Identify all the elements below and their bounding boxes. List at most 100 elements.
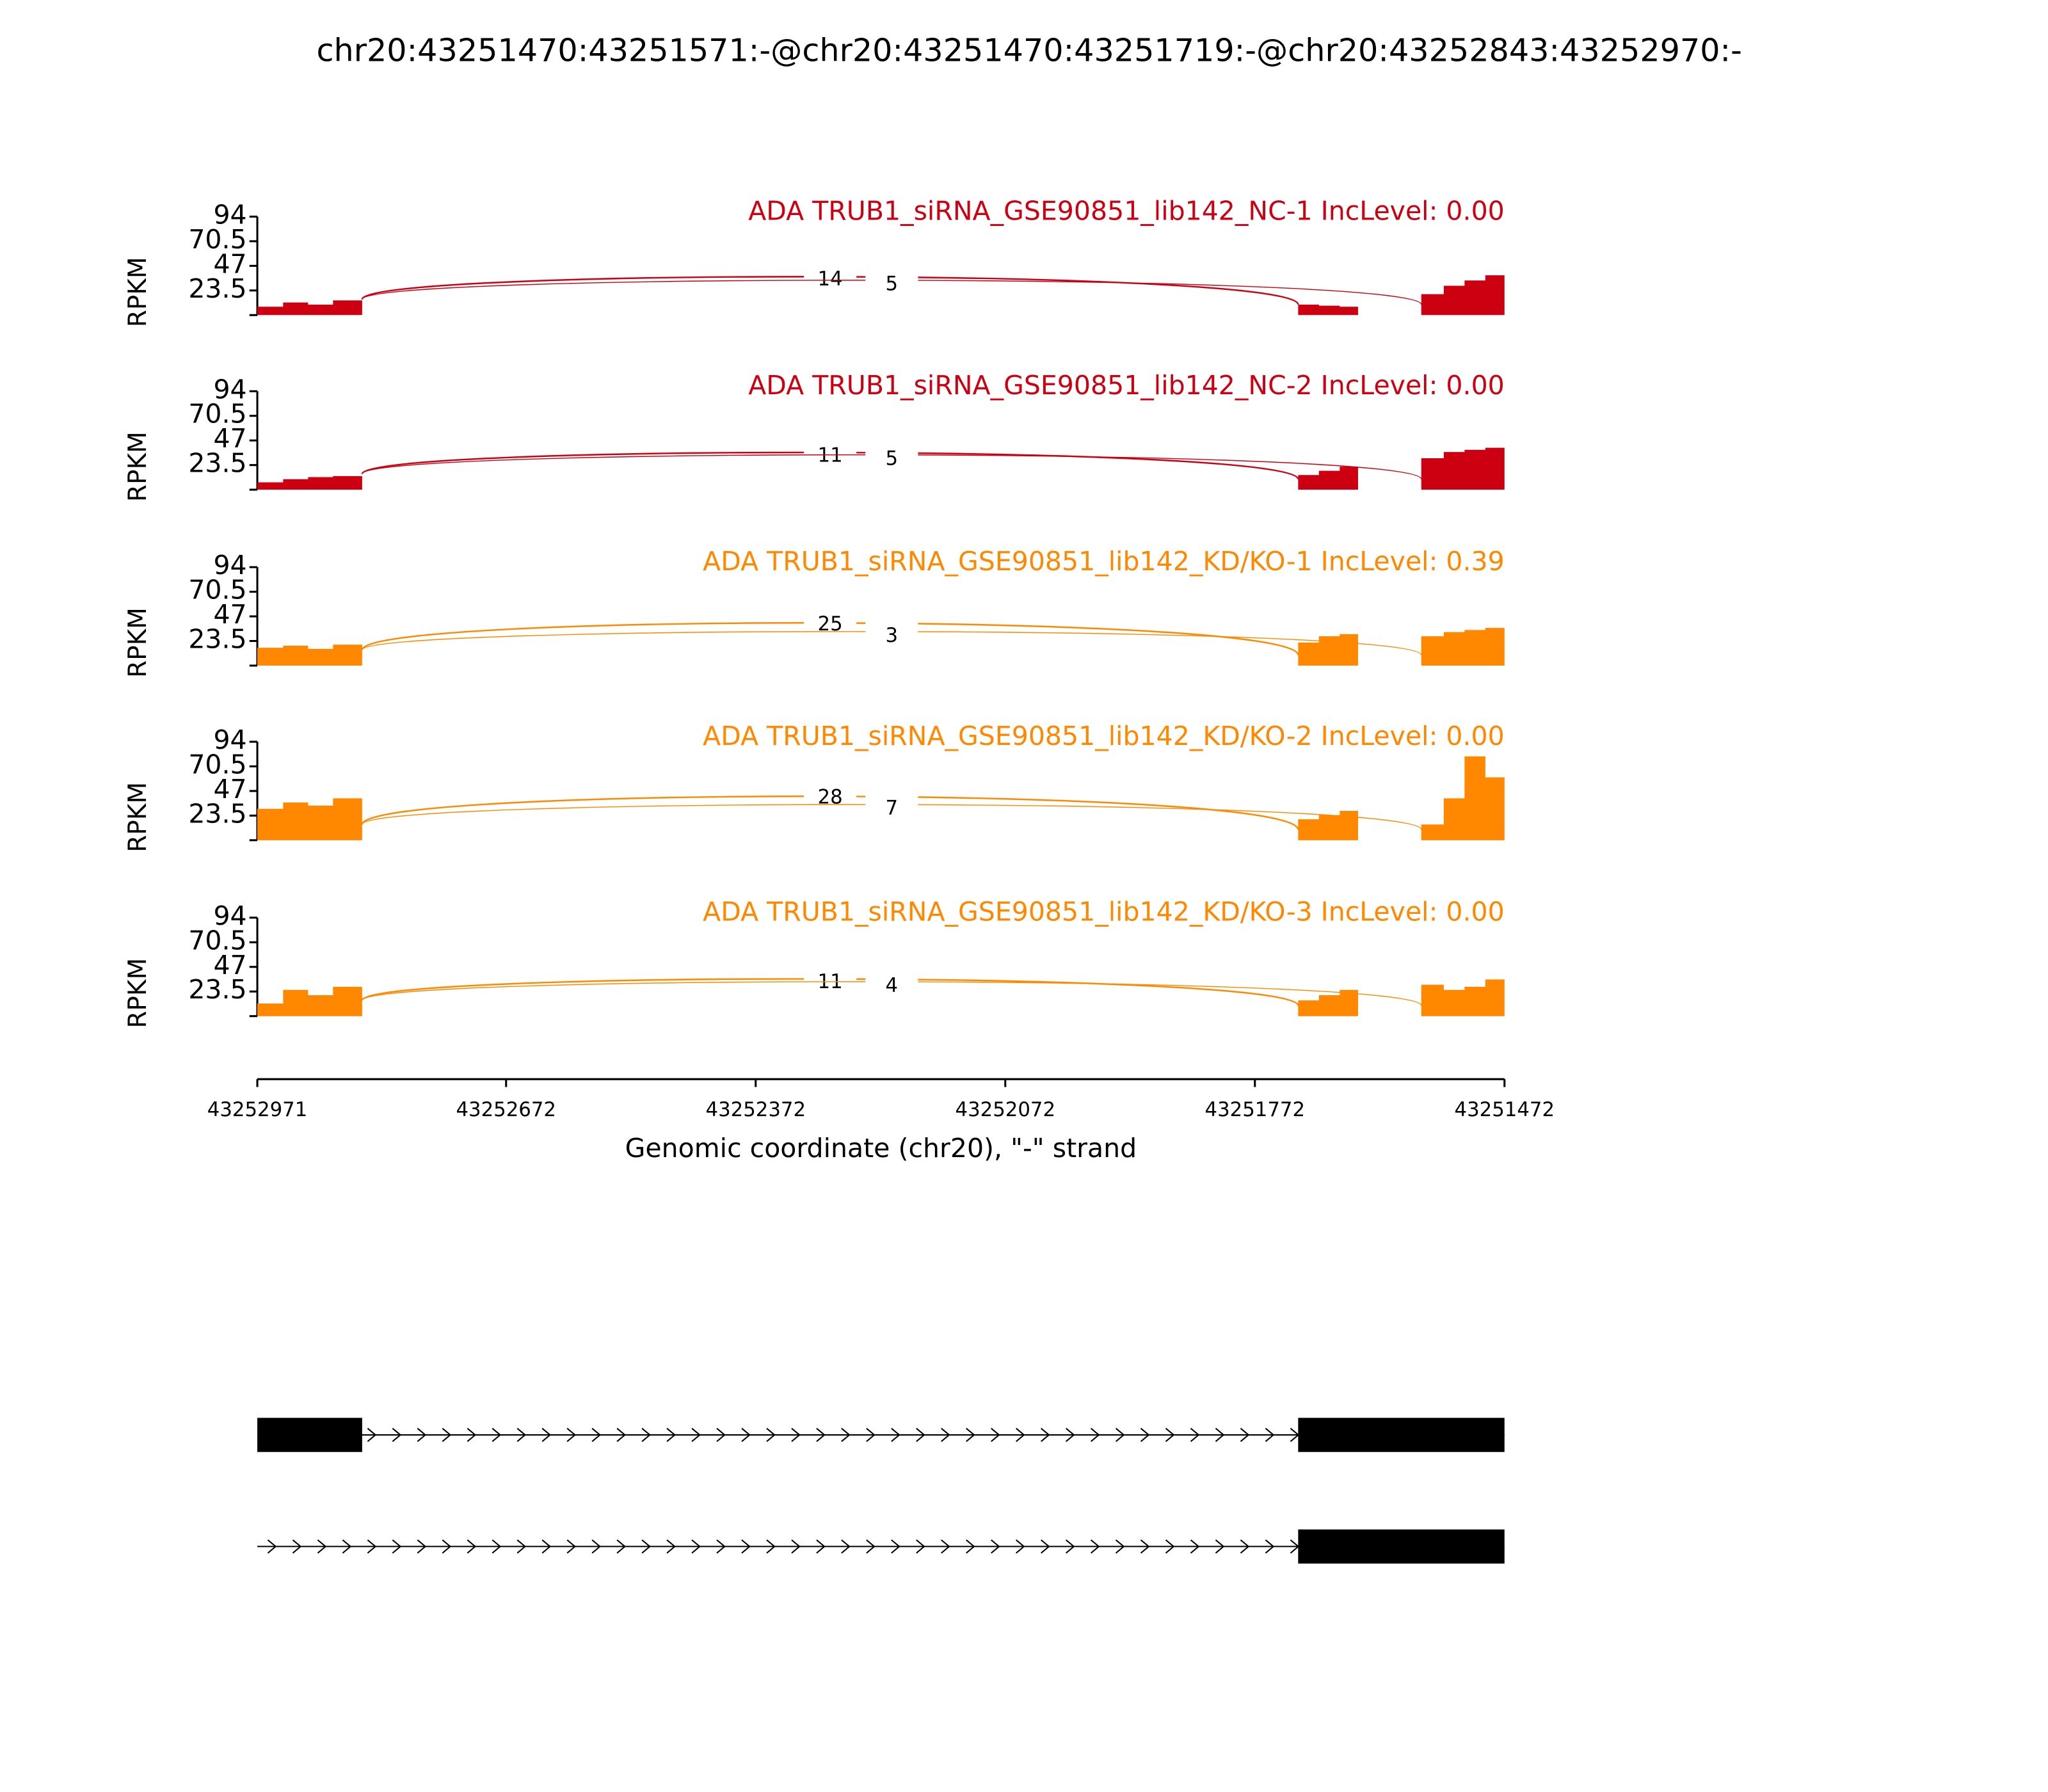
strand-arrow bbox=[916, 1539, 925, 1554]
y-tick-label: 94 bbox=[213, 199, 246, 230]
strand-arrow bbox=[716, 1539, 726, 1554]
strand-arrow bbox=[1090, 1428, 1100, 1443]
strand-arrow bbox=[1016, 1539, 1025, 1554]
strand-arrow bbox=[292, 1539, 302, 1554]
junction-label-bg bbox=[865, 972, 918, 1001]
coverage-area bbox=[1298, 634, 1358, 666]
strand-arrow bbox=[492, 1539, 502, 1554]
y-tick-label: 47 bbox=[213, 248, 246, 279]
coverage-area bbox=[1421, 623, 1505, 666]
strand-arrow bbox=[966, 1428, 975, 1443]
coverage-area bbox=[1298, 304, 1358, 316]
strand-arrow bbox=[541, 1428, 552, 1443]
strand-arrow bbox=[616, 1428, 627, 1443]
strand-arrow bbox=[1190, 1428, 1200, 1443]
junction-label-bg bbox=[865, 621, 918, 652]
strand-arrow bbox=[1265, 1428, 1275, 1443]
strand-arrow bbox=[392, 1428, 402, 1443]
coverage-area bbox=[1421, 447, 1505, 490]
track-label: ADA TRUB1_siRNA_GSE90851_lib142_KD/KO-1 … bbox=[703, 546, 1505, 577]
strand-arrow bbox=[1140, 1428, 1150, 1443]
coverage-area bbox=[257, 476, 362, 490]
strand-arrow bbox=[417, 1428, 427, 1443]
exon bbox=[1298, 1529, 1505, 1564]
strand-arrow bbox=[1165, 1428, 1175, 1443]
y-tick-label: 94 bbox=[213, 900, 246, 931]
y-axis-label: RPKM bbox=[124, 607, 152, 678]
strand-arrow bbox=[1140, 1539, 1150, 1554]
strand-arrow bbox=[741, 1428, 751, 1443]
junction-label-bg bbox=[804, 783, 857, 813]
y-tick-label: 70.5 bbox=[188, 224, 246, 255]
strand-arrow bbox=[342, 1539, 352, 1554]
junction-label-bg bbox=[865, 794, 918, 824]
coverage-area bbox=[1421, 275, 1505, 316]
strand-arrow bbox=[616, 1539, 627, 1554]
strand-arrow bbox=[841, 1428, 851, 1443]
coverage-area bbox=[1421, 976, 1505, 1016]
coverage-area bbox=[1298, 467, 1358, 490]
strand-arrow bbox=[1065, 1428, 1075, 1443]
strand-arrow bbox=[816, 1428, 826, 1443]
strand-arrow bbox=[442, 1428, 452, 1443]
strand-arrow bbox=[1090, 1539, 1100, 1554]
y-axis-label: RPKM bbox=[124, 958, 152, 1028]
y-tick-label: 23.5 bbox=[188, 624, 246, 655]
strand-arrow bbox=[766, 1539, 776, 1554]
strand-arrow bbox=[866, 1428, 876, 1443]
y-tick-label: 70.5 bbox=[188, 925, 246, 956]
strand-arrow bbox=[1240, 1539, 1250, 1554]
y-tick-label: 47 bbox=[213, 950, 246, 980]
y-axis-label: RPKM bbox=[124, 782, 152, 852]
strand-arrow bbox=[891, 1539, 900, 1554]
strand-arrow bbox=[367, 1539, 377, 1554]
strand-arrow bbox=[392, 1539, 402, 1554]
strand-arrow bbox=[791, 1539, 801, 1554]
strand-arrow bbox=[1115, 1428, 1125, 1443]
strand-arrow bbox=[566, 1539, 577, 1554]
strand-arrow bbox=[1190, 1539, 1200, 1554]
y-tick-label: 70.5 bbox=[188, 399, 246, 429]
x-tick-label: 43252372 bbox=[706, 1098, 806, 1121]
strand-arrow bbox=[666, 1428, 676, 1443]
junction-label-bg bbox=[804, 968, 857, 998]
strand-arrow bbox=[492, 1428, 502, 1443]
chart-title: chr20:43251470:43251571:-@chr20:43251470… bbox=[316, 32, 1741, 69]
x-axis-label: Genomic coordinate (chr20), "-" strand bbox=[625, 1133, 1137, 1164]
x-tick-label: 43252072 bbox=[956, 1098, 1056, 1121]
y-tick-label: 70.5 bbox=[188, 749, 246, 780]
junction-count: 4 bbox=[886, 974, 899, 997]
y-tick-label: 47 bbox=[213, 423, 246, 454]
strand-arrow bbox=[666, 1539, 676, 1554]
junction-label-bg bbox=[865, 445, 918, 474]
strand-arrow bbox=[1215, 1428, 1225, 1443]
y-tick-label: 94 bbox=[213, 724, 246, 755]
junction-label-bg bbox=[804, 610, 857, 639]
strand-arrow bbox=[267, 1539, 277, 1554]
track-label: ADA TRUB1_siRNA_GSE90851_lib142_KD/KO-2 … bbox=[703, 721, 1505, 751]
strand-arrow bbox=[841, 1539, 851, 1554]
strand-arrow bbox=[991, 1539, 1000, 1554]
strand-arrow bbox=[1041, 1539, 1050, 1554]
track-label: ADA TRUB1_siRNA_GSE90851_lib142_KD/KO-3 … bbox=[703, 897, 1505, 927]
strand-arrow bbox=[516, 1539, 527, 1554]
strand-arrow bbox=[941, 1428, 950, 1443]
y-tick-label: 23.5 bbox=[188, 448, 246, 479]
strand-arrow bbox=[1041, 1428, 1050, 1443]
junction-label-bg bbox=[804, 442, 857, 471]
y-tick-label: 47 bbox=[213, 774, 246, 804]
strand-arrow bbox=[716, 1428, 726, 1443]
strand-arrow bbox=[1265, 1539, 1275, 1554]
y-tick-label: 23.5 bbox=[188, 974, 246, 1005]
strand-arrow bbox=[791, 1428, 801, 1443]
junction-count: 5 bbox=[886, 273, 899, 296]
strand-arrow bbox=[317, 1539, 327, 1554]
strand-arrow bbox=[467, 1539, 477, 1554]
strand-arrow bbox=[442, 1539, 452, 1554]
y-tick-label: 70.5 bbox=[188, 575, 246, 605]
y-tick-label: 47 bbox=[213, 599, 246, 630]
coverage-area bbox=[257, 297, 362, 316]
strand-arrow bbox=[467, 1428, 477, 1443]
strand-arrow bbox=[741, 1539, 751, 1554]
